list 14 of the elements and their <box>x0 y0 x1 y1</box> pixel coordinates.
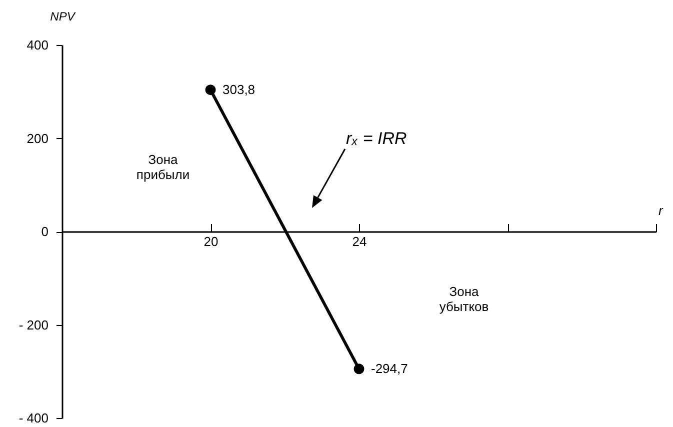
data-label: 303,8 <box>222 82 256 97</box>
x-tick-label: 20 <box>204 234 218 249</box>
annotation: rₓ = IRR <box>346 129 407 148</box>
x-axis-title: r <box>658 203 664 218</box>
y-tick-label: 200 <box>26 130 48 146</box>
y-tick-label: 400 <box>26 38 48 52</box>
y-tick-label: - 400 <box>18 410 48 426</box>
y-axis-title: NPV <box>50 10 76 24</box>
data-label: -294,7 <box>371 360 408 376</box>
annotation: Зона прибыли <box>136 152 190 182</box>
y-tick-label: 0 <box>41 224 48 239</box>
x-tick-label: 24 <box>352 234 367 249</box>
annotation: Зона убытков <box>439 284 489 314</box>
y-tick-label: - 200 <box>18 317 48 332</box>
